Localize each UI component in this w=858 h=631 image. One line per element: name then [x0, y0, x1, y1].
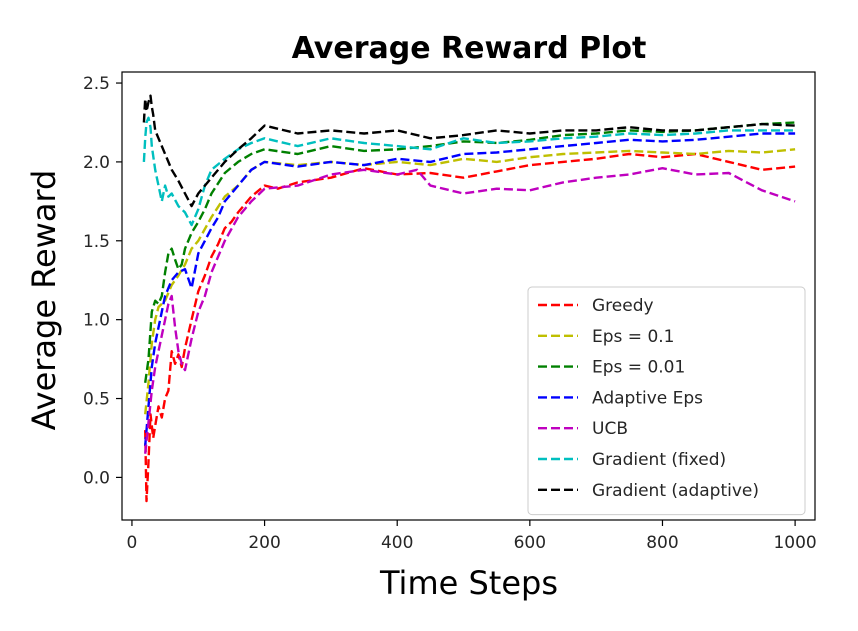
legend-box [527, 286, 806, 516]
x-tick-label: 1000 [773, 533, 816, 553]
series-line-7 [142, 94, 796, 208]
legend-label-1: Greedy [592, 296, 654, 316]
y-tick-label: 1.5 [83, 232, 110, 252]
y-tick-label: 2.5 [83, 74, 110, 94]
y-tick-label: 0.5 [83, 390, 110, 410]
legend-label-3: Eps = 0.01 [592, 358, 685, 378]
series-line-4 [144, 132, 796, 446]
plot-lines [142, 94, 796, 503]
x-tick-label: 800 [646, 533, 678, 553]
axes: 0 200 400 600 800 1000 0.0 0.5 1.0 1.5 2.0 2.5 [83, 71, 817, 553]
legend-label-2: Eps = 0.1 [592, 327, 674, 347]
x-tick-label: 200 [248, 533, 280, 553]
y-tick-label: 0.0 [83, 468, 110, 488]
x-tick-label: 400 [381, 533, 413, 553]
y-axis-title: Average Reward [25, 170, 63, 431]
series-line-5 [144, 166, 796, 454]
legend-label-5: UCB [592, 419, 628, 439]
x-tick-label: 600 [514, 533, 546, 553]
x-tick-label: 0 [127, 533, 138, 553]
series-line-6 [142, 116, 796, 227]
legend-label-6: Gradient (fixed) [592, 450, 726, 470]
legend-label-4: Adaptive Eps [592, 388, 703, 408]
plot-frame [121, 71, 816, 521]
chart-title: Average Reward Plot [292, 31, 647, 66]
y-tick-label: 1.0 [83, 311, 110, 331]
series-line-1 [144, 152, 796, 503]
x-axis-title: Time Steps [379, 564, 558, 602]
series-line-3 [144, 121, 796, 383]
series-line-2 [144, 148, 796, 415]
legend: Greedy Eps = 0.1 Eps = 0.01 Adaptive Eps UCB… [527, 286, 806, 516]
y-tick-label: 2.0 [83, 153, 110, 173]
legend-label-7: Gradient (adaptive) [592, 481, 759, 501]
